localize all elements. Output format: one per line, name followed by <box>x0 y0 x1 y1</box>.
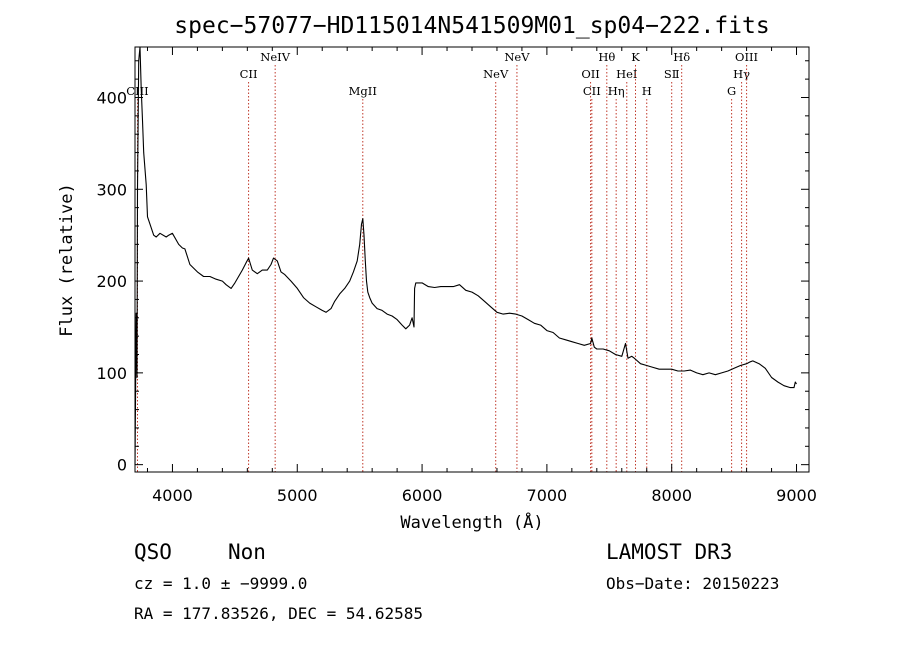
plot-frame <box>134 46 810 473</box>
x-tick-label-2: 6000 <box>402 486 443 505</box>
x-axis: 4000 5000 6000 7000 8000 9000 <box>146 47 817 505</box>
x-tick-label-0: 4000 <box>152 486 193 505</box>
line-marker-label-13: SⅡ <box>664 67 680 81</box>
line-marker-label-14: Hδ <box>673 50 690 64</box>
line-marker-label-8: Hθ <box>598 50 615 64</box>
observation-date: Obs−Date: 20150223 <box>606 574 780 593</box>
x-axis-label: Wavelength (Å) <box>400 511 543 533</box>
line-marker-label-6: OII <box>581 67 600 81</box>
line-marker-label-17: OIII <box>735 50 758 64</box>
spectrum-line <box>134 46 797 465</box>
line-marker-label-7: CII <box>583 84 601 98</box>
y-tick-label-2: 200 <box>96 272 127 291</box>
line-marker-label-11: K <box>631 50 640 64</box>
y-axis-label: Flux (relative) <box>57 183 77 337</box>
line-marker-label-2: NeIV <box>260 50 290 64</box>
line-marker-label-10: HeI <box>616 67 637 81</box>
y-tick-label-0: 0 <box>117 456 127 475</box>
y-axis: 0 100 200 300 400 <box>96 60 809 475</box>
line-marker-label-9: Hη <box>608 84 625 98</box>
y-tick-label-1: 100 <box>96 364 127 383</box>
line-marker-label-0: CIII <box>126 84 148 98</box>
line-marker-label-15: G <box>727 84 736 98</box>
coordinates-line: RA = 177.83526, DEC = 54.62585 <box>134 604 423 623</box>
line-marker-label-1: CII <box>240 67 258 81</box>
y-tick-label-3: 300 <box>96 180 127 199</box>
survey-name: LAMOST DR3 <box>606 540 733 564</box>
line-marker-label-16: Hγ <box>733 67 750 81</box>
x-tick-label-1: 5000 <box>277 486 318 505</box>
x-tick-label-4: 8000 <box>651 486 692 505</box>
redshift-line: cz = 1.0 ± −9999.0 <box>134 574 308 593</box>
x-tick-label-3: 7000 <box>527 486 568 505</box>
chart-title: spec−57077−HD115014N541509M01_sp04−222.f… <box>174 13 769 39</box>
line-markers: CIIICIINeIVMgIINeVNeVOIICIIHθHηHeIKHSⅡHδ… <box>126 50 758 472</box>
line-marker-label-4: NeV <box>483 67 509 81</box>
line-marker-label-12: H <box>642 84 652 98</box>
object-class: QSO <box>134 540 172 564</box>
y-tick-label-4: 400 <box>96 88 127 107</box>
line-marker-label-5: NeV <box>504 50 530 64</box>
x-tick-label-5: 9000 <box>776 486 817 505</box>
object-subclass: Non <box>228 540 266 564</box>
line-marker-label-3: MgII <box>349 84 377 98</box>
